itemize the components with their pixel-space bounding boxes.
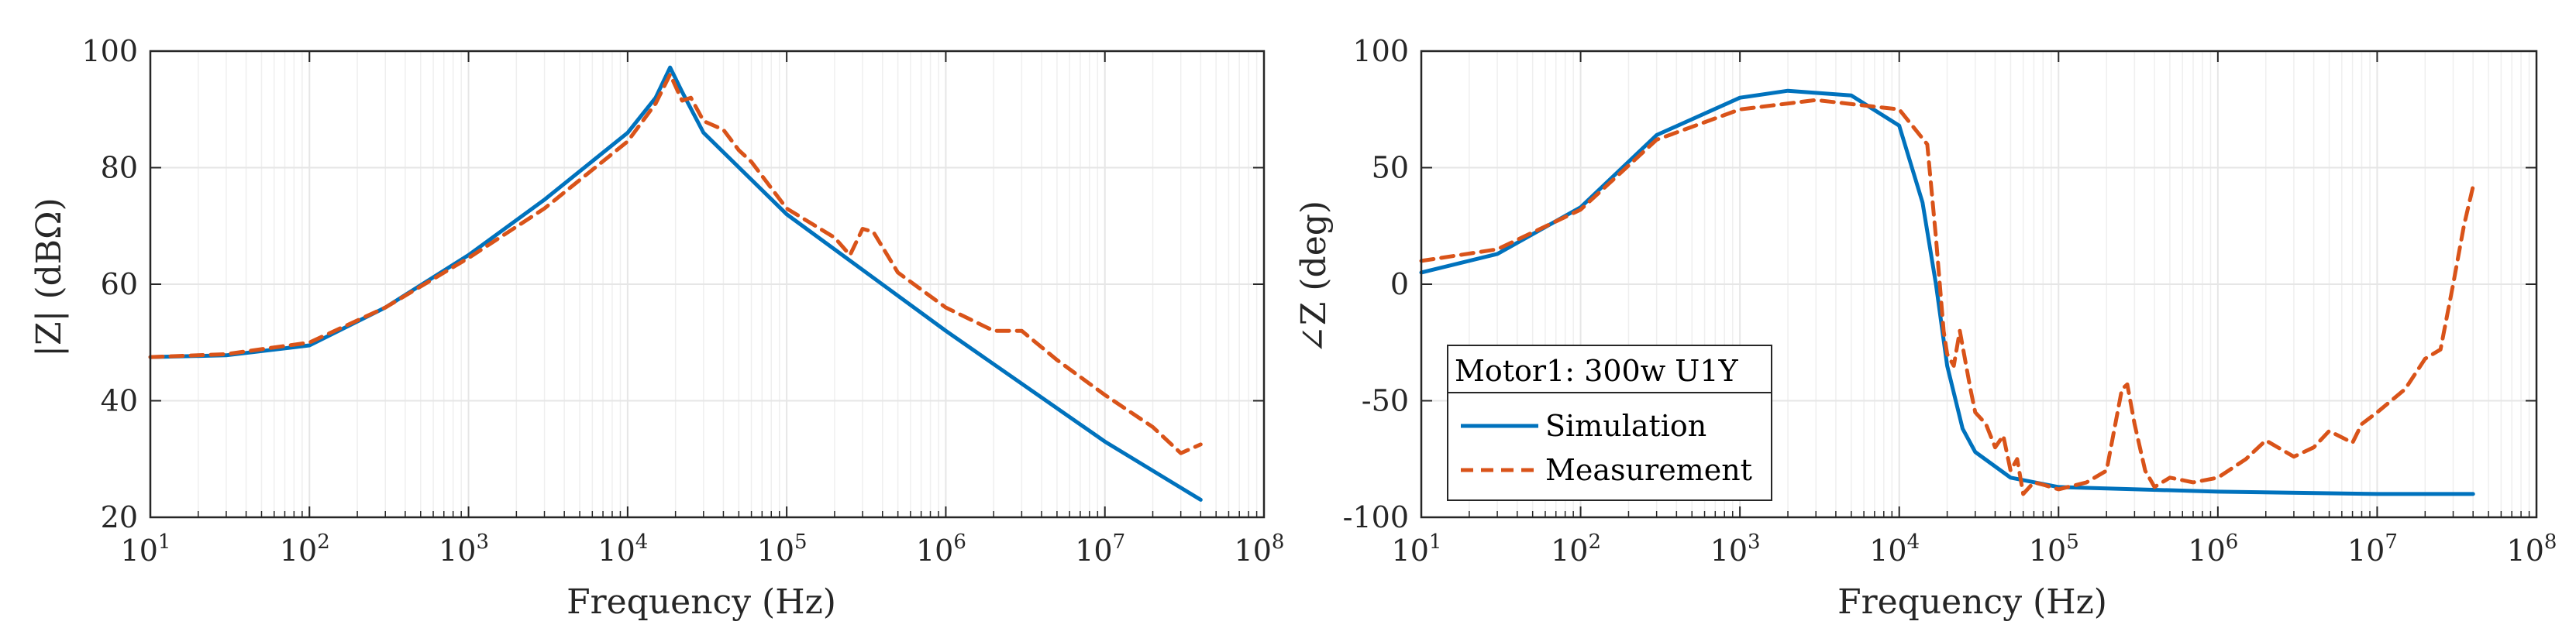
phase-x-tick-label: 102	[1551, 530, 1601, 568]
phase-x-tick-label: 106	[2188, 530, 2238, 568]
magnitude-panel: 20 40 60 80 100 101 102 103 104 105 106 107 108 Freq…	[29, 34, 1284, 622]
phase-x-tick-label: 108	[2507, 530, 2557, 568]
phase-x-tick-label: 105	[2029, 530, 2079, 568]
magnitude-x-tick-label: 105	[757, 530, 808, 568]
magnitude-y-tick-label: 20	[101, 500, 138, 534]
magnitude-y-tick-label: 60	[101, 267, 138, 301]
magnitude-xlabel: Frequency (Hz)	[567, 582, 836, 622]
phase-panel: -100 -50 0 50 100 101 102 103 104 105 106 107 108 Fr…	[1294, 34, 2557, 622]
legend-simulation-label: Simulation	[1545, 409, 1706, 443]
magnitude-x-tick-label: 108	[1235, 530, 1285, 568]
magnitude-ylabel: |Z| (dBΩ)	[29, 197, 69, 357]
phase-x-tick-label: 104	[1869, 530, 1920, 568]
magnitude-x-tick-label: 101	[121, 530, 171, 568]
magnitude-y-tick-label: 40	[101, 384, 138, 418]
phase-y-tick-label: 100	[1352, 34, 1409, 68]
phase-x-tick-label: 107	[2347, 530, 2398, 568]
magnitude-x-tick-label: 102	[280, 530, 330, 568]
phase-y-tick-label: -100	[1343, 500, 1409, 534]
magnitude-x-tick-label: 104	[598, 530, 648, 568]
phase-y-tick-label: 50	[1372, 151, 1409, 185]
magnitude-y-tick-label: 100	[81, 34, 138, 68]
phase-xlabel: Frequency (Hz)	[1837, 582, 2107, 622]
legend-title: Motor1: 300w U1Y	[1455, 354, 1738, 388]
magnitude-plot-area: 20 40 60 80 100 101 102 103 104 105 106 107 108	[81, 34, 1284, 568]
legend: Motor1: 300w U1Y Simulation Measurement	[1447, 345, 1772, 501]
phase-x-tick-label: 101	[1392, 530, 1442, 568]
magnitude-x-tick-label: 107	[1075, 530, 1125, 568]
magnitude-y-tick-label: 80	[101, 151, 138, 185]
magnitude-x-tick-label: 106	[916, 530, 966, 568]
magnitude-x-tick-label: 103	[439, 530, 489, 568]
phase-y-tick-label: -50	[1362, 384, 1409, 418]
phase-plot-area: -100 -50 0 50 100 101 102 103 104 105 106 107 108	[1343, 34, 2557, 568]
phase-series-simulation	[1419, 88, 2475, 496]
magnitude-axes-frame	[149, 50, 1266, 519]
phase-x-tick-label: 103	[1710, 530, 1761, 568]
phase-series-measurement	[1419, 98, 2475, 496]
phase-y-tick-label: 0	[1390, 267, 1409, 301]
legend-measurement-label: Measurement	[1545, 453, 1752, 487]
magnitude-series-measurement	[148, 72, 1203, 455]
legend-box	[1447, 345, 1772, 501]
phase-ylabel: ∠Z (deg)	[1294, 201, 1334, 354]
phase-axes-frame	[1420, 50, 2538, 519]
